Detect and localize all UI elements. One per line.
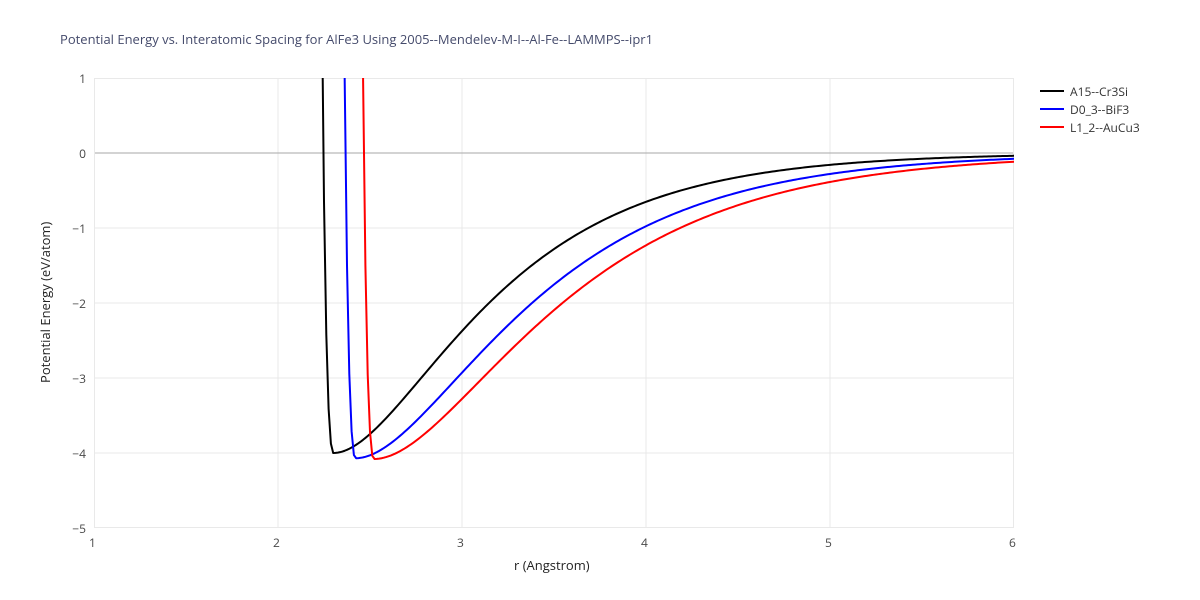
legend-item[interactable]: A15--Cr3Si [1040, 82, 1140, 100]
legend-item[interactable]: L1_2--AuCu3 [1040, 118, 1140, 136]
legend-swatch [1040, 108, 1064, 110]
x-tick-label: 5 [825, 534, 832, 551]
y-tick-label: −4 [72, 445, 86, 462]
y-tick-label: 0 [79, 145, 86, 162]
chart-title: Potential Energy vs. Interatomic Spacing… [60, 30, 653, 48]
legend: A15--Cr3SiD0_3--BiF3L1_2--AuCu3 [1040, 82, 1140, 136]
y-tick-label: −2 [72, 295, 86, 312]
legend-item[interactable]: D0_3--BiF3 [1040, 100, 1140, 118]
legend-swatch [1040, 126, 1064, 128]
y-axis-label: Potential Energy (eV/atom) [36, 222, 54, 383]
legend-swatch [1040, 90, 1064, 92]
energy-chart [94, 78, 1014, 528]
y-tick-label: −3 [72, 370, 86, 387]
x-tick-label: 2 [273, 534, 280, 551]
x-axis-label: r (Angstrom) [514, 556, 590, 574]
y-tick-label: 1 [79, 70, 86, 87]
legend-label: A15--Cr3Si [1070, 83, 1128, 100]
x-tick-label: 3 [457, 534, 464, 551]
legend-label: L1_2--AuCu3 [1070, 119, 1140, 136]
y-tick-label: −5 [72, 520, 86, 537]
x-tick-label: 6 [1009, 534, 1016, 551]
legend-label: D0_3--BiF3 [1070, 101, 1129, 118]
y-tick-label: −1 [72, 220, 86, 237]
x-tick-label: 1 [89, 534, 96, 551]
grid-group [94, 78, 1014, 528]
x-tick-label: 4 [641, 534, 648, 551]
